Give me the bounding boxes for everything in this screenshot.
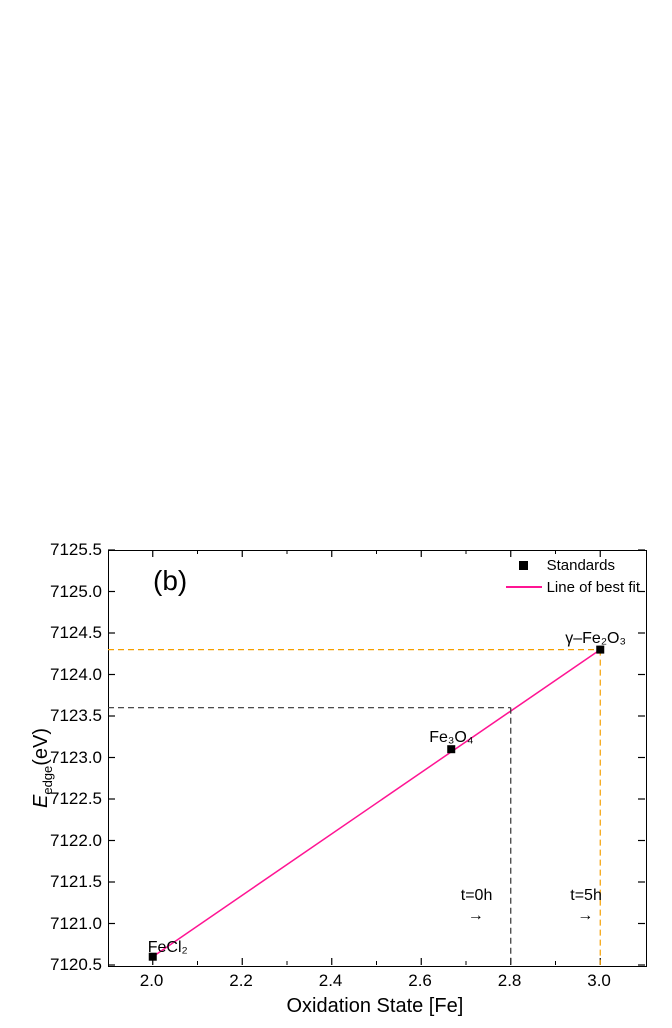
standard-label: FeCl₂ [148,939,188,957]
panel-b-ytick-label: 7123.5 [50,706,102,726]
panel-b-ytick-label: 7124.5 [50,623,102,643]
legend-label: Standards [547,557,615,574]
panel-b-ytick-label: 7123.0 [50,748,102,768]
figure-root: (a) Photon Energy (eV) Normalised Absorp… [0,0,672,1028]
legend-label: Line of best fit [547,579,640,596]
standard-label: γ–Fe₂O₃ [565,630,626,648]
arrow-icon: → [468,907,484,925]
panel-b-ytick-label: 7121.0 [50,914,102,934]
standard-label: Fe₃O₄ [429,729,473,747]
legend-item: Standards [505,555,640,575]
time-label-t5h: t=5h [570,887,602,905]
panel-b-ytick-label: 7122.5 [50,789,102,809]
panel-b: (b) Oxidation State [Fe] Eedge(eV) Stand… [0,0,672,1028]
legend-item: Line of best fit [505,577,640,597]
panel-b-xtick-label: 2.0 [140,971,164,991]
arrow-icon: → [577,907,593,925]
panel-b-xtick-label: 3.0 [587,971,611,991]
panel-b-xtick-label: 2.8 [498,971,522,991]
panel-b-letter: (b) [153,565,187,597]
panel-b-ytick-label: 7125.5 [50,540,102,560]
panel-b-ytick-label: 7120.5 [50,955,102,975]
panel-b-xtick-label: 2.6 [408,971,432,991]
panel-b-xtick-label: 2.2 [229,971,253,991]
panel-b-ytick-label: 7122.0 [50,831,102,851]
panel-b-xtick-label: 2.4 [319,971,343,991]
panel-b-legend: Standards Line of best fit [505,555,640,599]
panel-b-ytick-label: 7124.0 [50,665,102,685]
time-label-t0h: t=0h [461,887,493,905]
panel-b-ytick-label: 7125.0 [50,582,102,602]
panel-b-xlabel: Oxidation State [Fe] [287,995,464,1018]
panel-b-ytick-label: 7121.5 [50,872,102,892]
